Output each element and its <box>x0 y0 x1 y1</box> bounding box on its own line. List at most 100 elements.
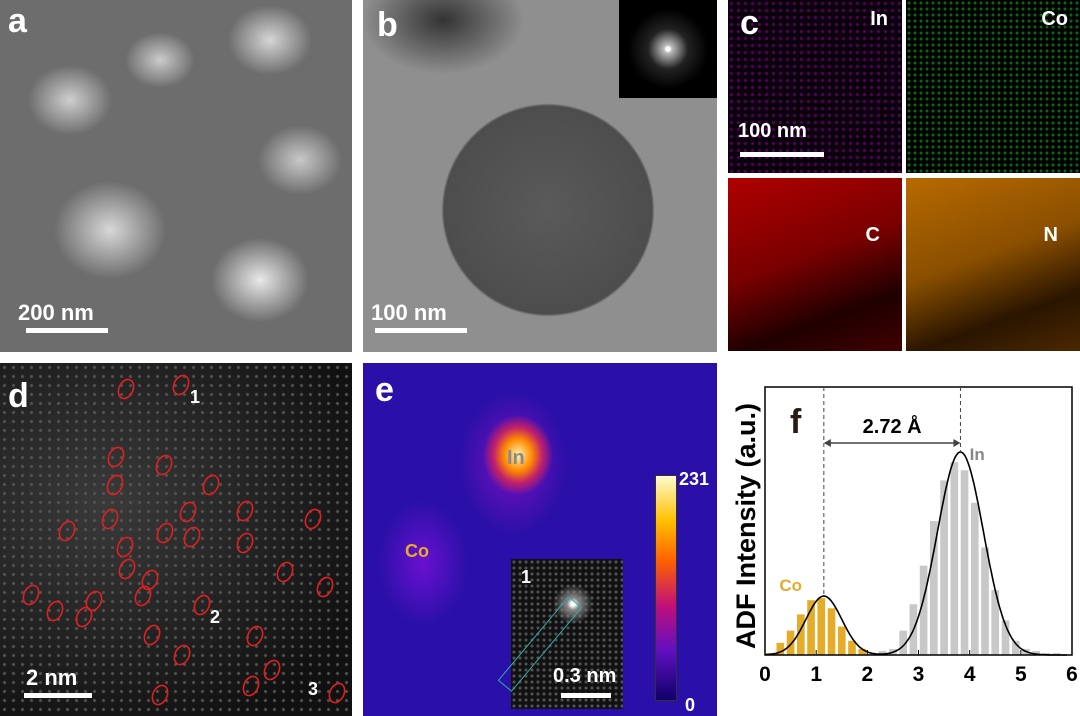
histogram-bar-in <box>1001 620 1010 655</box>
inset-scale-bar-label: 0.3 nm <box>553 665 617 687</box>
scale-bar-label: 100 nm <box>738 120 807 142</box>
map-label: In <box>870 8 888 30</box>
panel-label: a <box>8 2 27 40</box>
scale-bar <box>375 328 467 333</box>
atom-marker-ellipse <box>106 474 124 496</box>
panel-label: b <box>377 6 398 44</box>
atom-marker-ellipse <box>117 378 135 400</box>
histogram-bar-in <box>970 502 979 655</box>
atom-marker-ellipse <box>75 606 93 628</box>
panel-a-sem-image: a 200 nm <box>0 0 352 352</box>
histogram-bar-in <box>940 480 948 655</box>
histogram-bar-in <box>1011 640 1020 655</box>
atom-marker-ellipse <box>304 508 322 530</box>
scale-bar <box>740 152 824 157</box>
panel-c-eds-maps: In 100 nm Co C N c <box>728 0 1080 352</box>
x-tick-label: 4 <box>964 663 976 686</box>
scale-bar-label: 200 nm <box>18 300 94 325</box>
histogram-bar-in <box>1042 652 1051 655</box>
atom-marker-ellipse <box>316 576 334 598</box>
panel-d-haadf-image: d 1 2 3 2 nm <box>0 363 352 716</box>
marker-1: 1 <box>190 387 201 407</box>
panel-label: d <box>8 377 29 415</box>
histogram-bar-co <box>848 640 856 655</box>
panel-f-adf-histogram: 2.72 Å In Co 0 1 2 3 4 5 6 ADF Intensity (a.u.) f <box>728 363 1080 716</box>
x-tick-label: 0 <box>759 663 771 686</box>
atom-marker-ellipse <box>193 594 211 616</box>
panel-b-tem-image: b 100 nm <box>363 0 717 352</box>
histogram-bar-co <box>837 626 846 655</box>
scale-bar <box>26 328 108 333</box>
inset-marker: 1 <box>521 567 532 587</box>
panel-label: e <box>375 371 394 409</box>
atom-marker-ellipse <box>85 590 103 612</box>
eds-map-c: C <box>728 178 902 351</box>
atom-marker-ellipse <box>179 501 197 523</box>
atom-marker-ellipse <box>151 684 169 706</box>
y-axis-label: ADF Intensity (a.u.) <box>731 403 761 649</box>
haadf-inset: 1 0.3 nm <box>497 559 623 709</box>
atom-marker-ellipse <box>202 474 220 496</box>
map-label: Co <box>1041 8 1068 30</box>
atom-marker-ellipse <box>134 585 152 607</box>
x-tick-label: 2 <box>861 663 873 686</box>
panel-label: f <box>790 403 802 441</box>
x-tick-label: 1 <box>810 663 822 686</box>
histogram-bar-in <box>981 547 989 655</box>
atom-marker-ellipse <box>276 561 294 583</box>
atom-marker-ellipse <box>173 644 191 666</box>
map-label: N <box>1043 224 1058 246</box>
marker-2: 2 <box>210 607 221 627</box>
colorbar-max: 231 <box>679 469 710 489</box>
eds-map-in: In 100 nm <box>728 0 902 173</box>
colorbar-min: 0 <box>685 695 696 715</box>
eds-map-n: N <box>906 178 1080 351</box>
x-tick-label: 3 <box>913 663 925 686</box>
histogram-bar-co <box>796 614 805 655</box>
scale-bar-label: 2 nm <box>26 665 78 690</box>
gaussian-fit-curve <box>765 451 1067 656</box>
histogram-bar-in <box>1052 652 1061 655</box>
atom-marker-ellipse <box>242 675 260 697</box>
panel-e-intensity-map: e In Co 1 0.3 nm 231 0 <box>363 363 717 716</box>
co-label: Co <box>405 541 429 561</box>
atom-marker-ellipse <box>183 526 201 548</box>
atom-marker-ellipse <box>236 500 254 522</box>
atom-marker-ellipse <box>118 558 136 580</box>
adf-histogram-chart: 2.72 Å In Co 0 1 2 3 4 5 6 ADF Intensity (a.u.) <box>731 386 1078 686</box>
histogram-bar-co <box>807 600 815 655</box>
scale-bar <box>24 693 92 698</box>
histogram-bar-in <box>991 590 1000 655</box>
histogram-bar-in <box>878 650 887 655</box>
atom-marker-ellipse <box>58 520 76 542</box>
histogram-bar-co <box>817 598 826 655</box>
atom-marker-ellipse <box>155 454 173 476</box>
single-atom-markers <box>22 374 346 706</box>
histogram-bar-in <box>930 521 938 655</box>
peak-label-co: Co <box>779 576 802 595</box>
atom-marker-ellipse <box>141 569 159 591</box>
inset-scale-bar <box>561 693 611 698</box>
atom-marker-ellipse <box>246 625 264 647</box>
atom-marker-ellipse <box>46 600 64 622</box>
atom-marker-ellipse <box>236 532 254 554</box>
map-label: C <box>865 224 880 246</box>
atom-marker-ellipse <box>263 659 281 681</box>
x-tick-label: 5 <box>1015 663 1027 686</box>
histogram-bar-co <box>858 648 867 655</box>
histogram-bar-in <box>899 630 907 655</box>
atom-marker-ellipse <box>156 522 174 544</box>
histogram-bar-co <box>827 608 836 655</box>
scale-bar-label: 100 nm <box>371 300 447 325</box>
distance-label: 2.72 Å <box>863 414 922 438</box>
saed-pattern-inset <box>619 0 717 98</box>
in-label: In <box>507 447 525 469</box>
x-tick-label: 6 <box>1066 663 1078 686</box>
eds-map-co: Co <box>906 0 1080 173</box>
atom-marker-ellipse <box>116 536 134 558</box>
atom-marker-ellipse <box>101 508 119 530</box>
atom-marker-ellipse <box>328 682 346 704</box>
atom-marker-ellipse <box>143 624 161 646</box>
histogram-bar-in <box>950 462 959 655</box>
colorbar <box>655 475 677 701</box>
